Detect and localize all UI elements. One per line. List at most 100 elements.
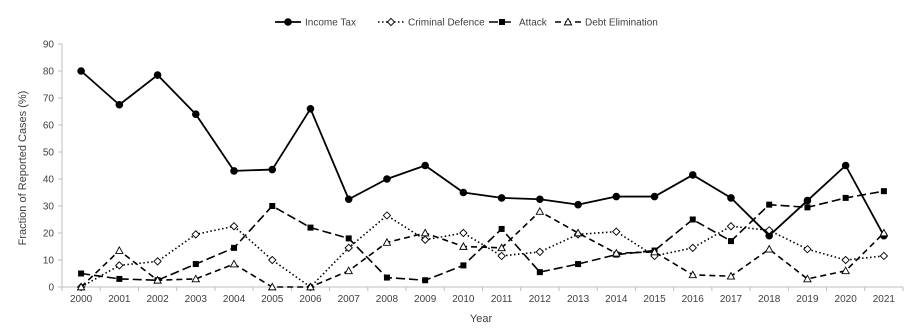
- data-point: [497, 251, 506, 261]
- x-axis-title: Year: [470, 313, 493, 325]
- data-point: [153, 257, 162, 266]
- y-tick-label: 80: [43, 67, 55, 78]
- data-point: [284, 18, 292, 26]
- y-tick-label: 40: [43, 175, 55, 186]
- data-point: [612, 227, 621, 236]
- data-point: [383, 274, 390, 281]
- data-point: [229, 259, 239, 268]
- data-point: [153, 275, 162, 284]
- legend-label: Criminal Defence: [408, 18, 485, 29]
- data-point: [574, 200, 582, 209]
- data-point: [573, 228, 583, 237]
- legend-item-2: Attack: [489, 18, 548, 29]
- series-line: [80, 214, 884, 288]
- x-tick-label: 2000: [70, 294, 93, 305]
- x-tick-label: 2008: [376, 294, 399, 305]
- data-point: [306, 282, 315, 291]
- data-point: [229, 222, 239, 231]
- x-tick-label: 2003: [185, 294, 208, 305]
- data-point: [535, 247, 545, 257]
- data-point: [345, 235, 352, 242]
- data-point: [842, 194, 849, 201]
- x-tick-label: 2010: [452, 294, 475, 305]
- data-point: [727, 194, 735, 202]
- data-point: [536, 269, 543, 276]
- data-point: [880, 188, 887, 195]
- x-tick-label: 2019: [796, 294, 819, 305]
- legend-item-3: Debt Elimination: [555, 17, 658, 29]
- data-point: [498, 225, 505, 232]
- legend: Income Tax Criminal Defence Attack Debt Eli…: [275, 17, 658, 29]
- data-point: [420, 228, 430, 237]
- x-tick-label: 2014: [605, 294, 628, 305]
- data-point: [726, 271, 736, 280]
- data-point: [115, 261, 124, 270]
- x-tick-label: 2006: [299, 294, 322, 305]
- data-point: [803, 244, 812, 254]
- x-tick-label: 2021: [873, 294, 896, 305]
- data-point: [344, 243, 353, 253]
- data-point: [563, 17, 573, 26]
- data-point: [650, 247, 659, 256]
- data-point: [459, 188, 468, 197]
- data-point: [267, 282, 277, 291]
- data-point: [77, 67, 85, 75]
- data-point: [689, 216, 696, 223]
- series-line: [80, 70, 885, 237]
- data-point: [575, 261, 582, 268]
- data-point: [764, 226, 774, 235]
- data-point: [115, 100, 124, 109]
- data-point: [688, 243, 697, 253]
- x-tick-label: 2007: [338, 294, 361, 305]
- data-point: [231, 244, 238, 251]
- data-point: [764, 244, 774, 253]
- data-point: [382, 237, 392, 246]
- data-point: [191, 110, 200, 118]
- data-point: [422, 277, 429, 284]
- legend-label: Debt Elimination: [585, 18, 658, 29]
- data-point: [114, 246, 124, 254]
- data-point: [192, 261, 199, 268]
- y-axis-title: Fraction of Reported Cases (%): [17, 91, 29, 246]
- data-point: [879, 251, 889, 261]
- x-tick-label: 2017: [720, 294, 743, 305]
- y-tick-label: 10: [43, 256, 55, 267]
- y-tick-label: 30: [43, 202, 55, 213]
- data-point: [230, 167, 238, 175]
- data-point: [383, 175, 391, 183]
- data-point: [841, 161, 850, 170]
- x-tick-label: 2018: [758, 294, 781, 305]
- y-tick-label: 20: [43, 229, 55, 240]
- data-point: [726, 222, 736, 231]
- data-point: [268, 165, 277, 174]
- data-point: [804, 204, 811, 211]
- data-point: [459, 228, 468, 238]
- legend-label: Income Tax: [305, 18, 356, 29]
- data-point: [688, 171, 697, 179]
- x-tick-label: 2002: [146, 294, 169, 305]
- data-point: [727, 238, 734, 245]
- data-point: [153, 71, 162, 79]
- x-tick-label: 2020: [835, 294, 858, 305]
- data-point: [459, 241, 468, 250]
- x-tick-label: 2005: [261, 294, 284, 305]
- data-point: [76, 282, 86, 291]
- legend-item-1: Criminal Defence: [378, 18, 485, 29]
- data-point: [536, 195, 544, 204]
- data-point: [497, 194, 506, 202]
- data-point: [78, 270, 85, 277]
- data-point: [535, 206, 545, 215]
- data-point: [879, 228, 889, 237]
- data-point: [766, 201, 773, 208]
- data-point: [611, 248, 621, 257]
- y-tick-label: 60: [43, 121, 55, 132]
- series-line: [80, 190, 885, 282]
- series-layer: [76, 67, 889, 292]
- x-tick-label: 2012: [529, 294, 552, 305]
- data-point: [420, 235, 430, 244]
- legend-label: Attack: [519, 18, 548, 29]
- data-point: [191, 274, 201, 283]
- x-tick-label: 2009: [414, 294, 437, 305]
